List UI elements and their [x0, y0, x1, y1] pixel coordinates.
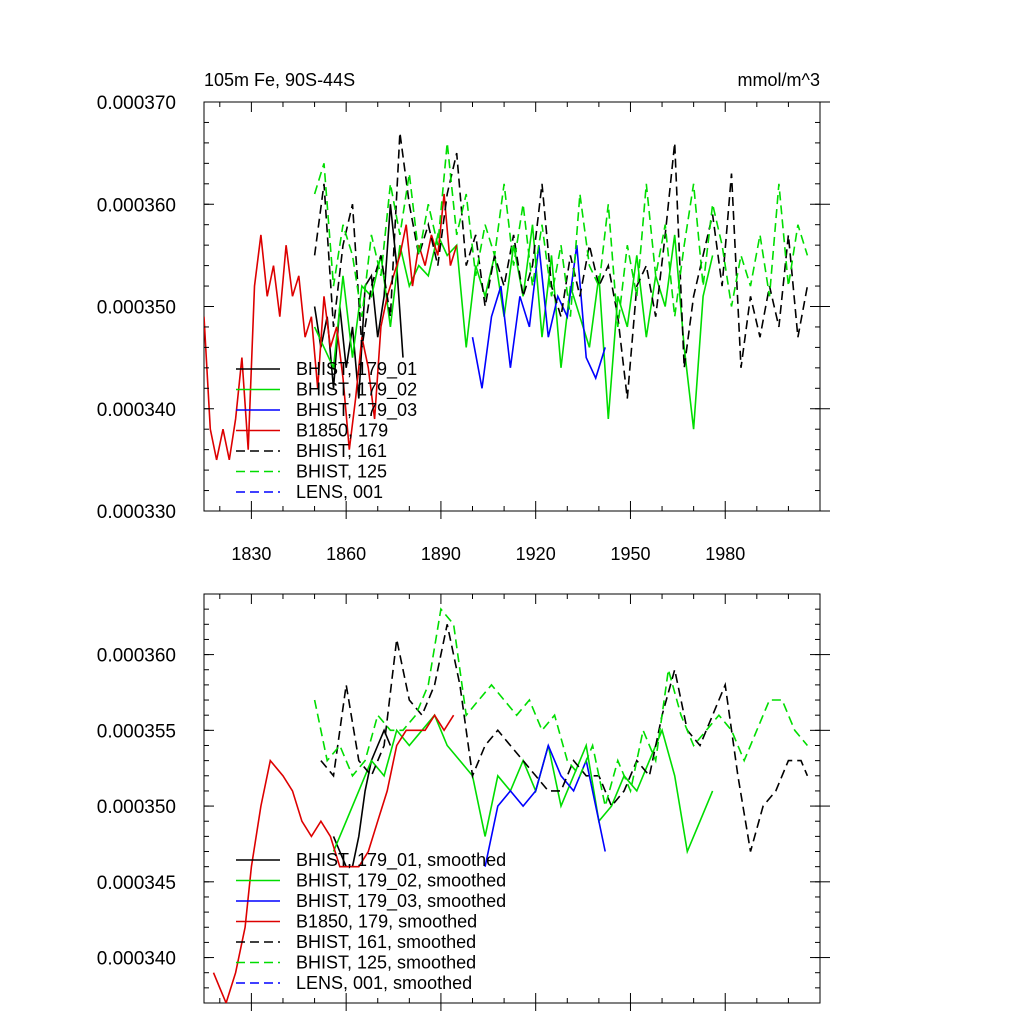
top-xtick-label: 1890 [421, 544, 461, 564]
top-series-line-2 [471, 245, 606, 389]
top-series-line-5 [313, 142, 809, 327]
bottom-ytick-label: 0.000345 [97, 873, 176, 894]
top-legend-label-5: BHIST, 125 [296, 462, 387, 482]
top-legend-label-2: BHIST, 179_03 [296, 400, 417, 421]
bottom-ytick-label: 0.000360 [97, 646, 176, 667]
bottom-series-group [212, 607, 809, 1003]
top-series-line-3 [204, 193, 458, 461]
top-ytick-label: 0.000350 [97, 298, 176, 319]
bottom-legend-label-1: BHIST, 179_02, smoothed [296, 871, 506, 892]
bottom-series-line-5 [313, 607, 809, 807]
bottom-legend-label-3: B1850, 179, smoothed [296, 912, 477, 932]
top-ytick-label: 0.000330 [97, 502, 176, 523]
top-panel-title: 105m Fe, 90S-44S [204, 70, 355, 90]
top-series-group [204, 132, 809, 461]
top-legend-label-0: BHIST, 179_01 [296, 359, 417, 380]
top-panel-units: mmol/m^3 [738, 70, 820, 90]
top-xtick-label: 1980 [705, 544, 745, 564]
top-xtick-label: 1920 [516, 544, 556, 564]
top-legend-label-6: LENS, 001 [296, 482, 383, 502]
top-series-line-4 [313, 132, 809, 399]
bottom-legend-label-0: BHIST, 179_01, smoothed [296, 850, 506, 871]
bottom-legend-label-5: BHIST, 125, smoothed [296, 953, 476, 973]
top-ytick-label: 0.000370 [97, 93, 176, 114]
top-legend-label-4: BHIST, 161 [296, 441, 387, 461]
top-legend-label-3: B1850, 179 [296, 421, 388, 441]
bottom-ytick-label: 0.000340 [97, 949, 176, 970]
bottom-plot-frame [203, 593, 821, 1004]
bottom-series-line-3 [212, 713, 455, 1003]
bottom-ytick-label: 0.000350 [97, 797, 176, 818]
bottom-series-line-2 [484, 743, 606, 867]
bottom-series-line-1 [332, 713, 714, 855]
top-ytick-label: 0.000360 [97, 195, 176, 216]
top-xtick-label: 1830 [231, 544, 271, 564]
bottom-series-line-0 [332, 728, 392, 868]
bottom-ytick-label: 0.000355 [97, 721, 176, 742]
top-panel: 105m Fe, 90S-44S mmol/m^3 1830 1860 1890 19… [97, 70, 830, 564]
top-legend-label-1: BHIST, 179_02 [296, 380, 417, 401]
bottom-legend-label-6: LENS, 001, smoothed [296, 973, 472, 993]
top-ytick-label: 0.000340 [97, 400, 176, 421]
bottom-legend-label-2: BHIST, 179_03, smoothed [296, 891, 506, 912]
top-axes: 1830 1860 1890 1920 1950 1980 0.000330 0.000340… [97, 93, 830, 564]
top-xtick-label: 1950 [610, 544, 650, 564]
bottom-axes: 0.000340 0.000345 0.000350 0.000355 0.000360 [97, 593, 830, 1011]
bottom-panel: 0.000340 0.000345 0.000350 0.000355 0.000360… [97, 593, 830, 1011]
top-xtick-label: 1860 [326, 544, 366, 564]
bottom-legend-label-4: BHIST, 161, smoothed [296, 932, 476, 952]
bottom-series-line-4 [320, 624, 809, 852]
